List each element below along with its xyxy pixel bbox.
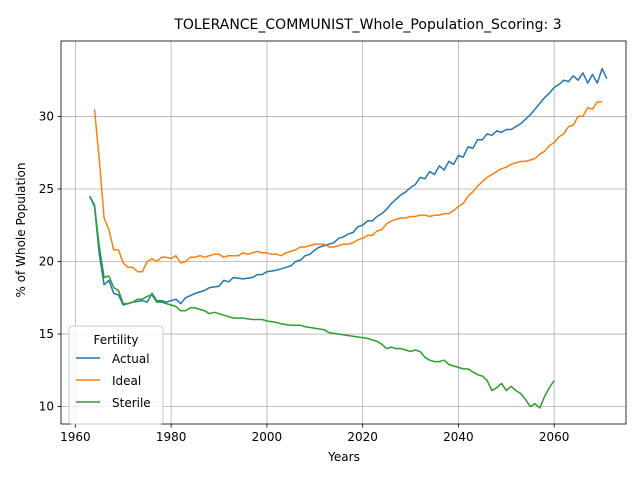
series-line-ideal xyxy=(93,101,603,273)
x-tick-label: 2020 xyxy=(347,430,378,444)
legend-label-ideal: Ideal xyxy=(112,374,141,388)
x-tick-label: 2000 xyxy=(252,430,283,444)
x-tick-label: 2040 xyxy=(443,430,474,444)
y-axis-label: % of Whole Population xyxy=(14,163,28,298)
x-tick-label: 1980 xyxy=(156,430,187,444)
plot-area: 1960 1980 2000 2020 2040 2060 10 15 20 25 30 xyxy=(39,40,627,444)
legend-box xyxy=(68,325,164,425)
legend: Fertility Actual Ideal Sterile xyxy=(68,325,164,425)
y-tick-label: 20 xyxy=(39,255,54,269)
plot-frame xyxy=(60,40,627,425)
series-line-sterile xyxy=(89,195,555,409)
legend-title: Fertility xyxy=(93,333,138,347)
series-line-actual xyxy=(89,67,608,306)
y-tick-label: 10 xyxy=(39,400,54,414)
x-tick-label: 1960 xyxy=(60,430,91,444)
legend-label-actual: Actual xyxy=(112,352,150,366)
legend-label-sterile: Sterile xyxy=(112,396,151,410)
y-tick-label: 15 xyxy=(39,327,54,341)
x-tick-label: 2060 xyxy=(539,430,570,444)
y-tick-label: 25 xyxy=(39,182,54,196)
chart-title: TOLERANCE_COMMUNIST_Whole_Population_Sco… xyxy=(173,17,561,33)
y-tick-label: 30 xyxy=(39,109,54,123)
x-axis-label: Years xyxy=(327,450,360,464)
